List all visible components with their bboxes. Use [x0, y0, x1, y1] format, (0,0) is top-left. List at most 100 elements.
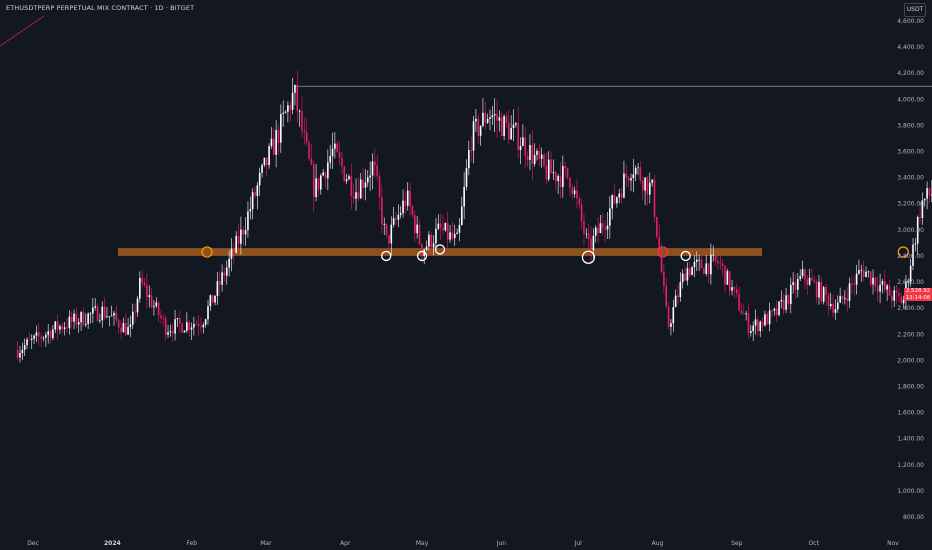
candle-body — [757, 319, 759, 332]
candle-body — [879, 284, 881, 292]
currency-button[interactable]: USDT — [904, 3, 926, 17]
candle-body — [634, 167, 637, 175]
candle-body — [658, 236, 660, 252]
candle-body — [503, 116, 505, 137]
candle-body — [359, 179, 362, 199]
candle-body — [117, 320, 120, 328]
candle-body — [928, 188, 931, 196]
candle-body — [874, 277, 877, 287]
candle-body — [345, 179, 348, 182]
candle-body — [327, 162, 329, 179]
candle-body — [181, 323, 183, 333]
candle-body — [921, 200, 924, 219]
last-price-badge: 2,528.92 13:14:08 — [904, 288, 932, 301]
candle-body — [728, 271, 731, 291]
candle-body — [324, 172, 327, 179]
candle-body — [113, 312, 115, 316]
x-tick-label: Aug — [652, 540, 664, 547]
candle-body — [369, 175, 371, 178]
support-zone — [118, 248, 762, 256]
candle-body — [275, 130, 277, 155]
y-tick-label: 3,600.00 — [897, 149, 924, 156]
candle-body — [146, 285, 148, 297]
candle-body — [916, 216, 919, 244]
candle-body — [428, 234, 430, 247]
candle-body — [453, 233, 456, 239]
candle-body — [188, 322, 190, 330]
candle-body — [498, 117, 501, 121]
candle-body — [554, 172, 557, 182]
candle-body — [735, 288, 738, 294]
resistance-lines — [294, 85, 932, 292]
candle-body — [77, 322, 80, 325]
candle-body — [416, 224, 418, 234]
candle-body — [515, 123, 517, 125]
candle-body — [294, 85, 296, 93]
candle-body — [569, 177, 571, 188]
candle-body — [815, 281, 818, 298]
candle-body — [688, 268, 691, 276]
candle-body — [698, 259, 700, 261]
candle-body — [338, 151, 341, 158]
candle-body — [733, 287, 736, 289]
candle-body — [832, 303, 834, 313]
candle-body — [841, 295, 844, 299]
candle-body — [580, 204, 583, 222]
candle-body — [84, 323, 87, 325]
candle-body — [684, 273, 686, 281]
candle-body — [519, 146, 522, 151]
candle-body — [787, 295, 790, 304]
candle-body — [611, 195, 613, 209]
candle-body — [162, 318, 165, 320]
candle-body — [37, 332, 40, 337]
trend-line — [0, 15, 45, 47]
candle-body — [395, 218, 397, 220]
candle-body — [364, 182, 367, 188]
candle-body — [409, 190, 411, 207]
candle-body — [900, 296, 903, 304]
candle-body — [651, 179, 653, 183]
candle-body — [402, 200, 404, 214]
candle-body — [21, 349, 24, 353]
candle-body — [171, 331, 174, 334]
marked-point — [201, 246, 213, 258]
marked-points — [201, 244, 909, 264]
candle-body — [444, 223, 447, 231]
candle-body — [366, 177, 369, 183]
candle-body — [390, 224, 393, 244]
candle-body — [160, 315, 162, 319]
candle-body — [550, 159, 552, 174]
y-tick-label: 4,600.00 — [897, 18, 924, 25]
candle-body — [785, 295, 787, 310]
candle-body — [867, 271, 870, 273]
candle-body — [909, 265, 912, 282]
candle-body — [56, 321, 59, 330]
candle-body — [169, 331, 172, 333]
candle-body — [639, 167, 642, 181]
candle-body — [251, 192, 254, 210]
candle-body — [486, 118, 489, 123]
candle-body — [681, 273, 684, 283]
candle-body — [312, 164, 315, 198]
candle-body — [491, 115, 494, 118]
candle-body — [557, 176, 559, 182]
candle-body — [693, 261, 696, 268]
candle-body — [496, 114, 498, 121]
y-tick-label: 2,800.00 — [897, 253, 924, 260]
candle-body — [609, 208, 611, 226]
candle-body — [178, 318, 181, 324]
candle-body — [637, 167, 639, 169]
candle-body — [536, 150, 538, 155]
candle-body — [261, 165, 263, 173]
candle-body — [761, 321, 764, 326]
candle-body — [738, 293, 740, 311]
candle-body — [578, 198, 581, 205]
candle-body — [45, 334, 47, 338]
candle-body — [463, 186, 465, 207]
candle-body — [70, 316, 73, 322]
candle-body — [644, 177, 646, 191]
candle-body — [296, 85, 299, 111]
candle-body — [176, 318, 179, 320]
candle-body — [482, 112, 484, 126]
